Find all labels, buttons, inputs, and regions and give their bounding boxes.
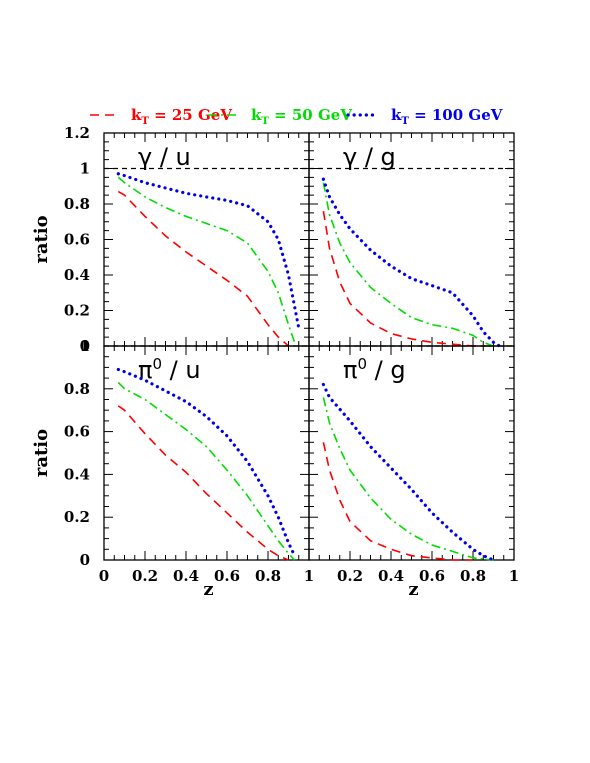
y-tick-label: 0.8 <box>64 195 90 213</box>
x-tick-label: 0.6 <box>214 567 240 585</box>
panel-title: γ / g <box>343 143 396 171</box>
series-line-3 <box>116 367 297 558</box>
series-line-3 <box>116 172 301 330</box>
panel-frame <box>308 345 515 561</box>
series-line-2 <box>117 176 296 343</box>
y-tick-label: 0 <box>80 551 90 569</box>
y-tick-label: 0.4 <box>64 266 90 284</box>
x-tick-label: 0 <box>99 567 109 585</box>
panel-title: π0 / g <box>343 355 406 384</box>
y-tick-label: 0.8 <box>64 380 90 398</box>
x-tick-label: 0.6 <box>419 567 445 585</box>
y-tick-label: 0.2 <box>64 302 90 320</box>
series-line-2 <box>322 182 494 347</box>
y-tick-label: 0.2 <box>64 508 90 526</box>
legend-entry-2: kT = 50 GeV <box>251 106 352 127</box>
y-tick-label: 1 <box>80 337 90 355</box>
panel-frame <box>308 132 515 347</box>
x-axis-label: z <box>408 579 418 600</box>
x-tick-label: 0.8 <box>460 567 486 585</box>
x-axis-label: z <box>203 579 213 600</box>
panel-pi0-g: 0.2 0.4 0.6 0.8 1 z π0 / g <box>308 345 519 600</box>
y-axis-label: ratio <box>31 215 52 263</box>
legend-entry-1: kT = 25 GeV <box>131 106 232 127</box>
series-line-1 <box>322 442 473 561</box>
x-tick-label: 0.2 <box>132 567 158 585</box>
y-tick-label: 0.4 <box>64 465 90 483</box>
series-line-3 <box>321 382 496 562</box>
panel-title: π0 / u <box>138 355 201 384</box>
series-line-1 <box>117 405 289 561</box>
x-tick-label: 0.8 <box>255 567 281 585</box>
series-line-1 <box>322 210 494 347</box>
y-tick-label: 1 <box>80 160 90 178</box>
panel-frame <box>103 345 310 561</box>
x-tick-label: 1 <box>509 567 519 585</box>
y-tick-label: 0 <box>80 337 90 355</box>
x-tick-label: 0.4 <box>173 567 199 585</box>
panel-title: γ / u <box>138 143 191 171</box>
panel-gamma-g: γ / g <box>308 132 515 348</box>
x-tick-label: 0.4 <box>378 567 404 585</box>
series-line-2 <box>117 381 296 561</box>
panel-gamma-u: 0 0.2 0.4 0.6 0.8 1 1.2 ratio γ / u <box>31 124 310 355</box>
x-tick-label: 0.2 <box>337 567 363 585</box>
series-line-1 <box>117 190 290 347</box>
series-line-2 <box>322 397 494 561</box>
y-tick-label: 0.6 <box>64 231 90 249</box>
panel-frame <box>103 132 310 347</box>
y-tick-label: 0.6 <box>64 423 90 441</box>
y-tick-label: 1.2 <box>64 124 90 142</box>
y-axis-label: ratio <box>31 429 52 477</box>
legend-entry-3: kT = 100 GeV <box>391 106 503 127</box>
x-tick-label: 1 <box>304 567 314 585</box>
